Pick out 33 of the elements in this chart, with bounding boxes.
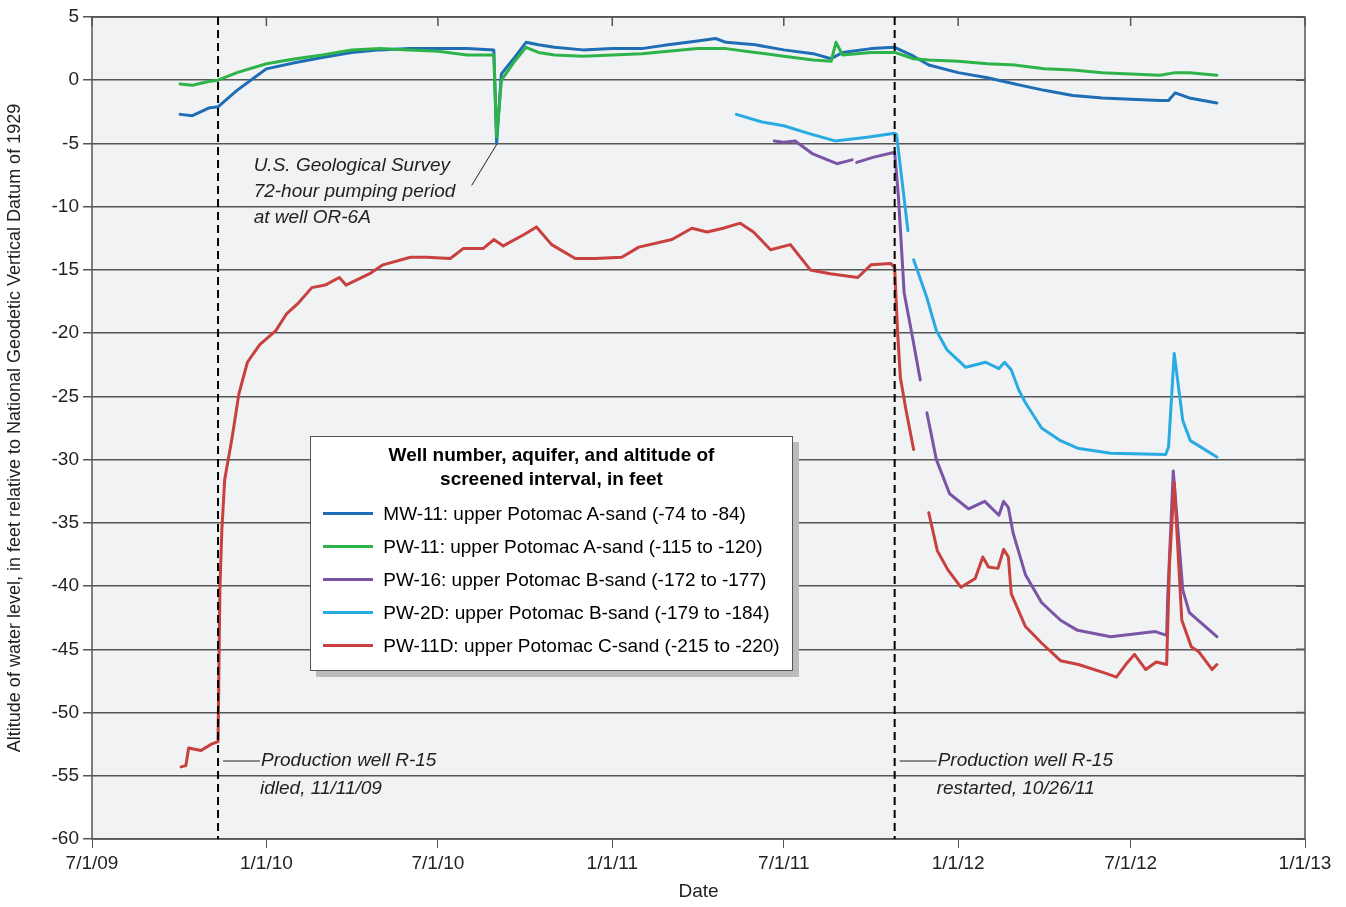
y-tick-label: -30 <box>51 447 79 469</box>
y-tick-label: -40 <box>51 574 79 596</box>
y-tick-label: -60 <box>51 827 79 849</box>
y-tick-label: -15 <box>51 258 79 280</box>
y-tick-label: -5 <box>62 131 79 153</box>
y-tick-label: -35 <box>51 511 79 533</box>
x-axis-title: Date <box>678 879 719 901</box>
x-tick-label: 1/1/10 <box>239 851 293 873</box>
x-tick-label: 1/1/12 <box>931 851 985 873</box>
legend-label: PW-16: upper Potomac B-sand (-172 to -177) <box>383 568 767 593</box>
x-tick-label: 7/1/11 <box>758 851 810 873</box>
y-tick-label: -20 <box>51 321 79 343</box>
ref-line-label: Production well R-15 idled, 11/11/09 <box>260 749 437 799</box>
y-tick-label: -10 <box>51 194 79 216</box>
ref-line-label: Production well R-15 restarted, 10/26/11 <box>936 749 1114 799</box>
y-tick-label: -45 <box>51 637 79 659</box>
legend-label: PW-11D: upper Potomac C-sand (-215 to -220) <box>383 634 780 659</box>
y-tick-label: -55 <box>51 764 79 785</box>
x-tick-label: 7/1/12 <box>1104 851 1158 873</box>
annotation: U.S. Geological Survey 72-hour pumping period at well OR-6A <box>253 153 457 227</box>
legend-label: PW-2D: upper Potomac B-sand (-179 to -184) <box>383 601 770 626</box>
y-axis-title: Altitude of water level, in feet relative to National Geodetic Vertical Datum of 1929 <box>3 103 24 753</box>
x-tick-label: 7/1/09 <box>65 851 119 873</box>
x-tick-label: 1/1/13 <box>1278 851 1332 873</box>
y-tick-label: 5 <box>68 5 79 27</box>
y-tick-label: 0 <box>68 68 79 90</box>
legend-title: Well number, aquifer, and altitude of screened interval, in feet <box>387 443 716 492</box>
x-tick-label: 7/1/10 <box>411 851 465 873</box>
y-tick-label: -25 <box>51 384 79 406</box>
legend-label: PW-11: upper Potomac A-sand (-115 to -120) <box>383 535 763 560</box>
legend-label: MW-11: upper Potomac A-sand (-74 to -84) <box>383 502 746 527</box>
x-tick-label: 1/1/11 <box>586 851 638 873</box>
y-tick-label: -50 <box>51 700 79 722</box>
